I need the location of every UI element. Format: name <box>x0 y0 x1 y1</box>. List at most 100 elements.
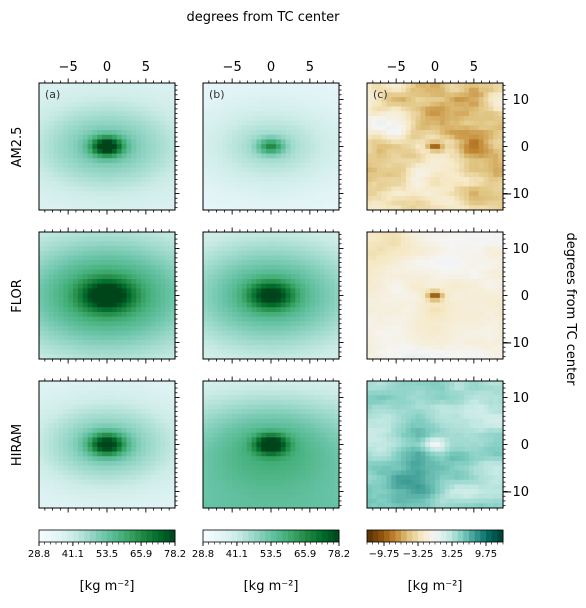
heatmap-cell <box>376 307 383 313</box>
heatmap-cell <box>246 274 253 280</box>
heatmap-cell <box>43 316 50 322</box>
heatmap-cell <box>367 162 373 169</box>
heatmap-cell <box>203 255 209 261</box>
heatmap-cell <box>217 83 224 89</box>
heatmap-cell <box>280 139 287 145</box>
heatmap-cell <box>464 134 470 141</box>
heatmap-cell <box>73 83 79 89</box>
heatmap-cell <box>97 321 103 327</box>
heatmap-cell <box>68 205 74 211</box>
heatmap-cell <box>309 139 316 145</box>
heatmap-cell <box>285 181 292 188</box>
heatmap-cell <box>136 115 142 122</box>
heatmap-cell <box>266 158 272 164</box>
heatmap-cell <box>401 195 407 202</box>
heatmap-cell <box>136 283 142 290</box>
heatmap-cell <box>102 335 108 341</box>
heatmap-cell <box>309 101 316 108</box>
heatmap-cell <box>217 293 224 299</box>
heatmap-cell <box>131 148 137 155</box>
heatmap-cell <box>295 260 301 266</box>
heatmap-cell <box>43 205 50 211</box>
heatmap-cell <box>266 134 272 141</box>
heatmap-cell <box>48 97 55 103</box>
heatmap-cell <box>405 87 412 93</box>
heatmap-cell <box>401 232 407 238</box>
heatmap-cell <box>266 321 272 327</box>
panel-flor-col2 <box>202 227 344 364</box>
heatmap-cell <box>92 120 98 126</box>
heatmap-cell <box>227 335 233 341</box>
heatmap-cell <box>48 120 55 126</box>
heatmap-cell <box>295 293 301 299</box>
heatmap-cell <box>261 354 267 360</box>
heatmap-cell <box>498 130 504 136</box>
heatmap-cell <box>126 293 132 299</box>
heatmap-cell <box>136 177 142 183</box>
heatmap-cell <box>251 321 258 327</box>
heatmap-cell <box>126 153 132 159</box>
heatmap-cell <box>73 130 79 136</box>
heatmap-cell <box>241 283 248 290</box>
heatmap-cell <box>314 354 321 360</box>
heatmap-cell <box>203 172 209 178</box>
heatmap-cell <box>439 195 446 202</box>
heatmap-cell <box>227 349 233 355</box>
heatmap-cell <box>329 120 335 126</box>
heatmap-cell <box>237 335 243 341</box>
heatmap-cell <box>420 134 426 141</box>
heatmap-cell <box>405 255 412 261</box>
heatmap-cell <box>420 255 426 261</box>
heatmap-cell <box>334 125 340 131</box>
heatmap-cell <box>116 200 123 206</box>
heatmap-cell <box>391 191 397 197</box>
heatmap-cell <box>430 111 436 117</box>
heatmap-cell <box>207 177 214 183</box>
heatmap-cell <box>435 120 441 126</box>
heatmap-cell <box>217 186 224 192</box>
heatmap-cell <box>87 269 94 275</box>
heatmap-cell <box>469 241 475 247</box>
heatmap-cell <box>256 186 262 192</box>
heatmap-cell <box>285 250 292 257</box>
heatmap-cell <box>439 144 446 150</box>
heatmap-cell <box>439 167 446 173</box>
heatmap-cell <box>271 236 277 242</box>
heatmap-cell <box>48 167 55 173</box>
heatmap-cell <box>386 335 392 341</box>
heatmap-cell <box>232 92 238 98</box>
heatmap-cell <box>381 349 388 355</box>
heatmap-cell <box>295 162 301 169</box>
heatmap-cell <box>73 144 79 150</box>
heatmap-cell <box>227 92 233 98</box>
heatmap-cell <box>444 186 451 192</box>
heatmap-cell <box>464 115 470 122</box>
heatmap-cell <box>53 158 60 164</box>
heatmap-cell <box>39 330 45 337</box>
heatmap-cell <box>145 191 152 197</box>
heatmap-cell <box>454 288 460 294</box>
heatmap-cell <box>212 144 219 150</box>
heatmap-cell <box>87 316 94 322</box>
heatmap-cell <box>295 120 301 126</box>
heatmap-cell <box>63 349 69 355</box>
heatmap-cell <box>145 144 152 150</box>
heatmap-cell <box>285 349 292 355</box>
heatmap-cell <box>251 297 258 304</box>
heatmap-cell <box>319 354 326 360</box>
heatmap-cell <box>391 167 397 173</box>
heatmap-cell <box>102 381 108 387</box>
heatmap-cell <box>237 297 243 304</box>
heatmap-cell <box>271 232 277 238</box>
heatmap-cell <box>401 330 407 337</box>
heatmap-cell <box>290 330 296 337</box>
heatmap-cell <box>469 246 475 252</box>
heatmap-cell <box>155 111 162 117</box>
heatmap-cell <box>285 195 292 202</box>
heatmap-cell <box>131 158 137 164</box>
heatmap-cell <box>498 274 504 280</box>
heatmap-cell <box>334 236 340 242</box>
heatmap-cell <box>39 158 45 164</box>
heatmap-cell <box>386 246 392 252</box>
heatmap-cell <box>203 139 209 145</box>
